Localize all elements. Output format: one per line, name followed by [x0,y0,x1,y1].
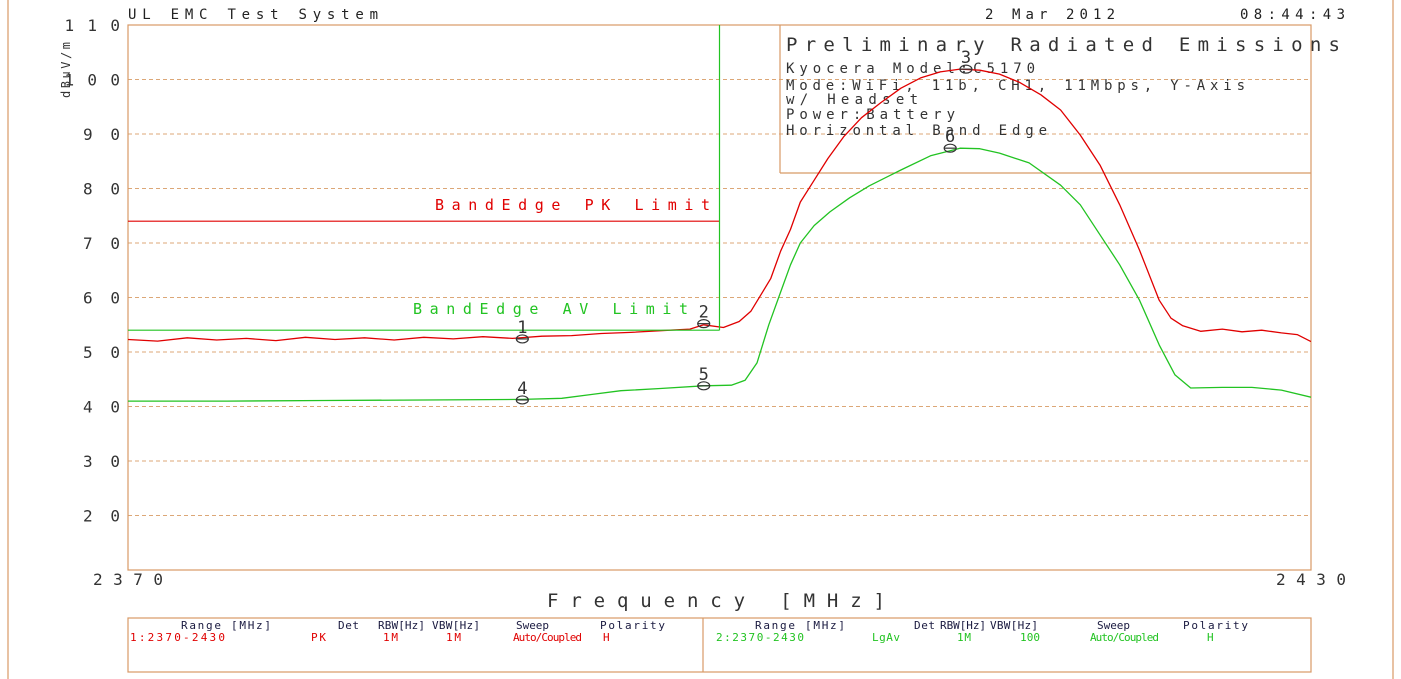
table-header-vbw: VBW[Hz] [990,619,1038,632]
y-tick-label: 30 [83,452,120,471]
marker-label: 5 [699,365,709,385]
marker-label: 3 [961,48,971,68]
system-title: UL EMC Test System [128,7,378,23]
table-header-range: Range [MHz] [755,619,845,632]
y-tick-label: 90 [83,125,120,144]
av-limit-label: BandEdge AV Limit [413,300,688,318]
table-header-rbw: RBW[Hz] [940,619,986,632]
marker-label: 1 [517,318,527,338]
marker: 2 [697,303,711,329]
x-tick-label: 2370 [93,570,163,589]
emission-trace-1 [128,68,1311,343]
table-header-polarity: Polarity [1183,619,1248,632]
limit-lines [128,25,721,331]
marker: 4 [515,379,529,405]
marker-label: 4 [517,379,527,399]
table-row-vbw: 1M [446,631,461,644]
info-model: Kyocera Model:C5170 [786,61,1035,77]
x-axis-title: Frequency [MHz] [547,590,885,612]
traces [128,68,1311,402]
test-date: 2 Mar 2012 [985,7,1115,23]
sweep-table [127,617,1312,673]
table-header-vbw: VBW[Hz] [432,619,480,632]
table-header-rbw: RBW[Hz] [378,619,425,632]
table-header-sweep: Sweep [516,619,549,632]
pk-limit-label: BandEdge PK Limit [435,196,710,214]
table-header-sweep: Sweep [1097,619,1130,632]
table-row-range: 2:2370-2430 [716,631,804,644]
y-tick-label: 20 [83,507,120,526]
marker: 6 [943,127,957,153]
chart-title: Preliminary Radiated Emissions [786,34,1340,56]
table-row-sweep: Auto/Coupled [513,631,582,644]
marker: 1 [515,318,529,344]
table-row-rbw: 1M [383,631,398,644]
table-header-det: Det [914,619,935,632]
table-row-polarity: H [1207,631,1214,644]
table-row-det: LgAv [872,631,900,644]
emission-trace-2 [128,147,1311,402]
table-header-range: Range [MHz] [181,619,271,632]
info-accessory: w/ Headset [786,92,918,108]
x-tick-label: 2430 [1276,570,1346,589]
y-tick-label: 80 [83,180,120,199]
y-tick-label: 40 [83,398,120,417]
table-row-range: 1:2370-2430 [130,631,225,644]
marker: 3 [959,48,973,74]
y-tick-label: 70 [83,234,120,253]
marker-label: 6 [945,127,955,147]
table-header-det: Det [338,619,359,632]
table-row-det: PK [311,631,326,644]
info-band-edge: Horizontal Band Edge [786,123,1047,139]
info-power: Power:Battery [786,107,955,123]
table-header-polarity: Polarity [600,619,665,632]
marker: 5 [697,365,711,391]
markers: 1 2 3 4 5 6 [515,48,973,405]
table-row-sweep: Auto/Coupled [1090,631,1159,644]
table-row-vbw: 100 [1020,631,1040,644]
marker-label: 2 [699,303,709,323]
table-row-polarity: H [603,631,610,644]
y-tick-label: 50 [83,343,120,362]
y-tick-label: 60 [83,289,120,308]
y-tick-label: 110 [65,16,121,35]
table-row-rbw: 1M [957,631,971,644]
test-time: 08:44:43 [1240,7,1345,23]
